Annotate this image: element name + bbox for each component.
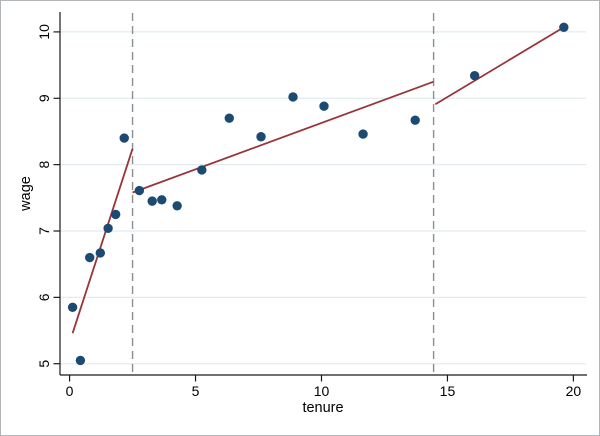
y-tick-label: 10 <box>36 24 52 40</box>
data-point <box>197 165 207 175</box>
data-point <box>172 201 182 211</box>
data-point <box>288 92 298 102</box>
y-tick-label: 9 <box>36 94 52 102</box>
data-point <box>95 248 106 258</box>
data-point <box>319 101 329 111</box>
data-point <box>358 129 368 139</box>
x-tick-label: 0 <box>66 383 74 399</box>
x-tick-label: 15 <box>440 383 456 399</box>
fit-line-segment <box>434 26 565 106</box>
data-point <box>224 113 234 123</box>
data-point <box>559 22 569 32</box>
x-tick-label: 5 <box>192 383 200 399</box>
data-point <box>157 195 167 205</box>
y-tick-label: 8 <box>36 161 52 169</box>
data-point <box>469 71 480 81</box>
y-axis-title: wage <box>18 176 34 212</box>
data-point <box>75 355 86 366</box>
x-tick-label: 10 <box>314 383 330 399</box>
y-tick-label: 5 <box>36 360 52 368</box>
y-tick-label: 7 <box>36 227 52 235</box>
data-point <box>256 132 266 142</box>
data-point <box>103 223 113 234</box>
data-point <box>119 133 129 143</box>
x-axis-title: tenure <box>302 400 343 416</box>
fit-line-segment <box>71 148 134 334</box>
data-point <box>147 196 157 206</box>
data-point <box>110 209 121 220</box>
fit-line-segment <box>132 80 434 194</box>
data-point <box>134 185 145 196</box>
data-point <box>410 115 420 125</box>
y-tick-label: 6 <box>36 293 52 301</box>
data-point <box>67 302 78 313</box>
x-tick-label: 20 <box>566 383 582 399</box>
data-point <box>85 252 95 263</box>
